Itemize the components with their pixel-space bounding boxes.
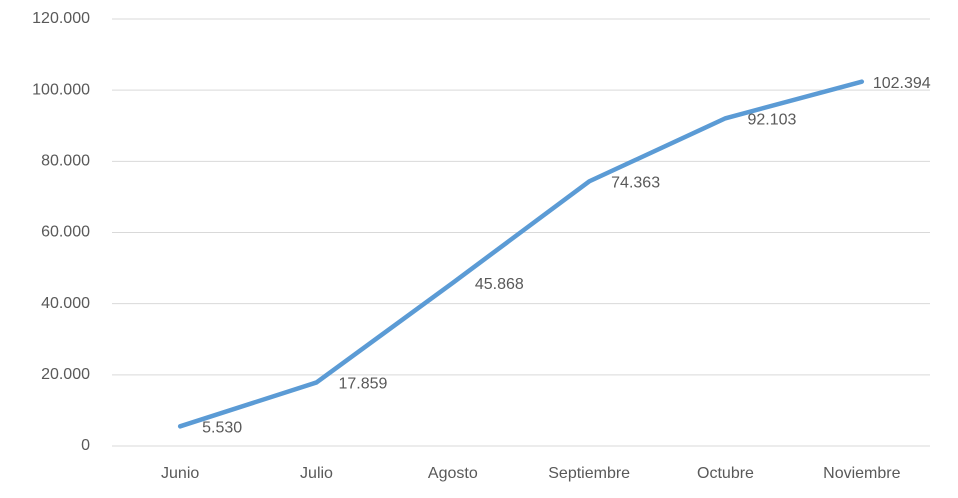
y-tick-label: 20.000 bbox=[41, 366, 90, 383]
x-tick-label: Octubre bbox=[697, 465, 754, 482]
data-label: 5.530 bbox=[202, 420, 242, 437]
data-label: 92.103 bbox=[748, 111, 797, 128]
x-tick-label: Septiembre bbox=[548, 465, 630, 482]
y-tick-label: 120.000 bbox=[32, 10, 90, 27]
x-tick-label: Julio bbox=[300, 465, 333, 482]
data-label: 102.394 bbox=[873, 75, 931, 92]
x-tick-label: Noviembre bbox=[823, 465, 900, 482]
y-tick-label: 100.000 bbox=[32, 81, 90, 98]
data-label: 74.363 bbox=[611, 175, 660, 192]
x-tick-label: Junio bbox=[161, 465, 199, 482]
data-line bbox=[177, 79, 865, 429]
y-tick-label: 80.000 bbox=[41, 153, 90, 170]
y-tick-label: 60.000 bbox=[41, 224, 90, 241]
data-label: 45.868 bbox=[475, 276, 524, 293]
y-tick-label: 0 bbox=[81, 437, 90, 454]
x-tick-label: Agosto bbox=[428, 465, 478, 482]
data-label: 17.859 bbox=[339, 376, 388, 393]
y-tick-label: 40.000 bbox=[41, 295, 90, 312]
